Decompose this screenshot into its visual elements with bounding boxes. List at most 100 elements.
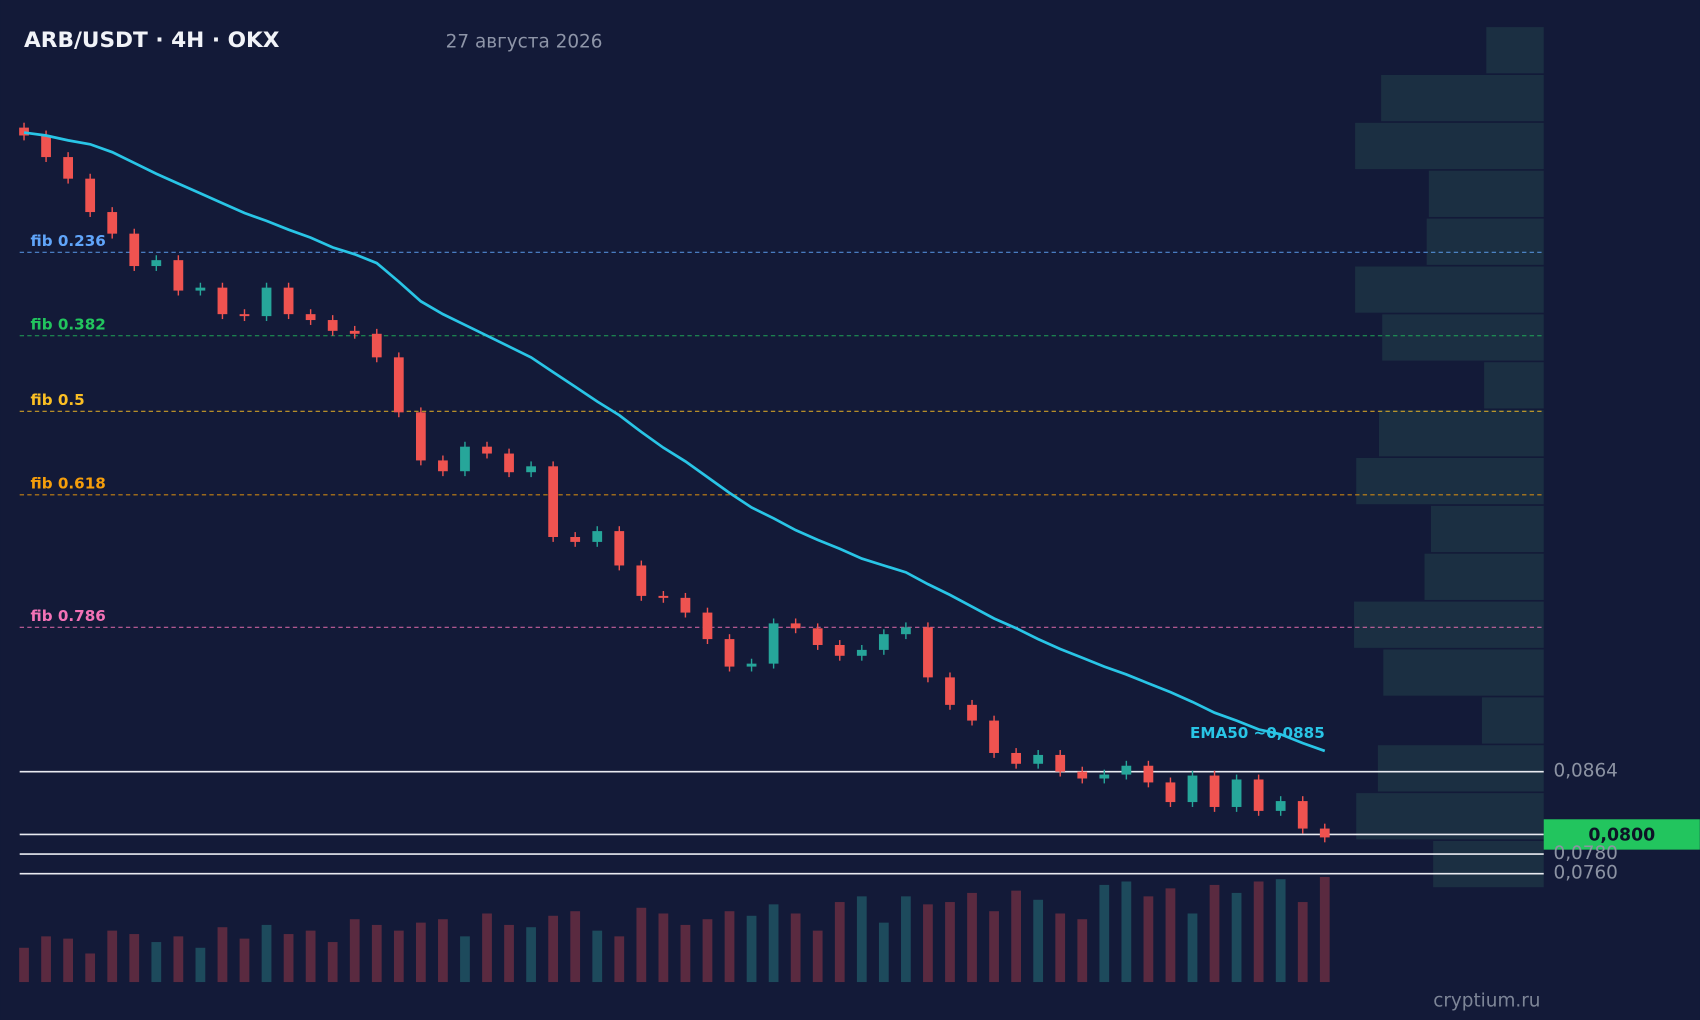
- candle-body: [504, 453, 514, 473]
- candle-body: [834, 644, 845, 656]
- volume-bar: [989, 911, 999, 983]
- candle-body: [856, 649, 867, 656]
- profile-bar: [1356, 793, 1544, 840]
- candle-body: [239, 314, 250, 317]
- candle-body: [1209, 775, 1220, 807]
- volume-bar: [438, 919, 448, 983]
- volume-bar: [393, 930, 404, 983]
- profile-bar: [1383, 649, 1544, 696]
- candle-body: [680, 597, 691, 613]
- volume-bar: [1099, 884, 1110, 983]
- candle-body: [790, 623, 801, 629]
- candle-body: [41, 135, 51, 158]
- candle-body: [702, 612, 713, 640]
- volume-bar: [305, 930, 316, 983]
- candle-body: [217, 287, 228, 315]
- volume-bar: [570, 911, 581, 983]
- ema-label: EMA50 ~0,0885: [1190, 724, 1325, 742]
- profile-bar: [1356, 457, 1544, 505]
- profile-bar: [1426, 218, 1544, 265]
- volume-bar: [283, 934, 294, 983]
- candle-body: [1143, 765, 1154, 783]
- profile-bar: [1355, 122, 1544, 170]
- candle-body: [261, 287, 272, 317]
- volume-bar: [41, 936, 51, 983]
- candle-body: [305, 314, 316, 321]
- candle-body: [901, 627, 911, 635]
- candle-body: [724, 639, 735, 667]
- candle-body: [19, 127, 29, 136]
- volume-bar: [680, 924, 691, 983]
- candles: EMA50 ~0,0885: [19, 122, 1330, 843]
- candle-body: [482, 446, 492, 454]
- volume-bar: [460, 936, 470, 983]
- volume-bar: [724, 911, 735, 983]
- candle-body: [923, 627, 933, 678]
- volume-bar: [614, 936, 625, 983]
- profile-bar: [1355, 266, 1544, 313]
- candle-body: [371, 333, 382, 358]
- volume-bar: [261, 924, 272, 983]
- volume-bar: [1297, 902, 1308, 983]
- volume-bar: [107, 930, 118, 983]
- candle-body: [1121, 765, 1132, 775]
- volume-bar: [548, 915, 559, 983]
- volume-bar: [239, 938, 250, 983]
- volume-bar: [482, 913, 492, 983]
- volume-bar: [1275, 879, 1286, 983]
- volume-bar: [1055, 913, 1066, 983]
- candle-body: [438, 460, 448, 472]
- volume-bar: [878, 922, 889, 983]
- candle-body: [393, 357, 404, 413]
- candle-body: [636, 565, 647, 596]
- volume-bar: [746, 915, 757, 983]
- volume-bar: [1165, 888, 1176, 983]
- profile-bar: [1354, 601, 1544, 648]
- volume-bar: [856, 896, 867, 983]
- candle-body: [460, 446, 470, 472]
- volume-bar: [327, 942, 338, 983]
- candle-body: [570, 536, 581, 542]
- current-price-label: 0,0800: [1588, 826, 1655, 846]
- volume-bar: [1033, 899, 1044, 983]
- profile-bar: [1382, 314, 1544, 361]
- volume-bar: [1231, 892, 1242, 983]
- candle-body: [1077, 771, 1088, 779]
- volume-bar: [371, 924, 382, 983]
- candle-body: [173, 260, 184, 291]
- volume: [19, 876, 1330, 983]
- volume-bar: [658, 913, 669, 983]
- volume-bar: [768, 904, 779, 983]
- candle-body: [1187, 775, 1198, 803]
- volume-bar: [63, 938, 73, 983]
- volume-bar: [1253, 881, 1264, 983]
- levels: fib 0.236 fib 0.382 fib 0.5 fib 0.618 fib 0.…: [19, 232, 1700, 884]
- profile-bar: [1381, 74, 1544, 122]
- fib-label: fib 0.618: [31, 474, 106, 492]
- candle-body: [349, 330, 360, 334]
- candle-body: [107, 212, 118, 234]
- profile-bar: [1433, 840, 1544, 888]
- profile-bar: [1484, 362, 1544, 409]
- candle-body: [614, 531, 625, 566]
- volume-bar: [790, 913, 801, 983]
- candle-body: [746, 663, 757, 667]
- profile-bar: [1430, 505, 1544, 553]
- candle-body: [415, 412, 426, 461]
- candle-body: [1011, 752, 1021, 764]
- profile-bar: [1486, 27, 1544, 74]
- price-label: 0,0760: [1553, 863, 1617, 884]
- candle-body: [1297, 801, 1308, 829]
- fib-label: fib 0.236: [31, 232, 106, 250]
- volume-bar: [901, 896, 911, 983]
- fib-label: fib 0.382: [31, 315, 106, 333]
- candle-body: [151, 260, 162, 267]
- volume-bar: [834, 902, 845, 983]
- fib-label: fib 0.5: [31, 391, 85, 409]
- profile-bar: [1428, 170, 1544, 217]
- date: 27 августа 2026: [446, 31, 603, 52]
- volume-bar: [1143, 896, 1154, 983]
- candle-body: [1231, 779, 1242, 807]
